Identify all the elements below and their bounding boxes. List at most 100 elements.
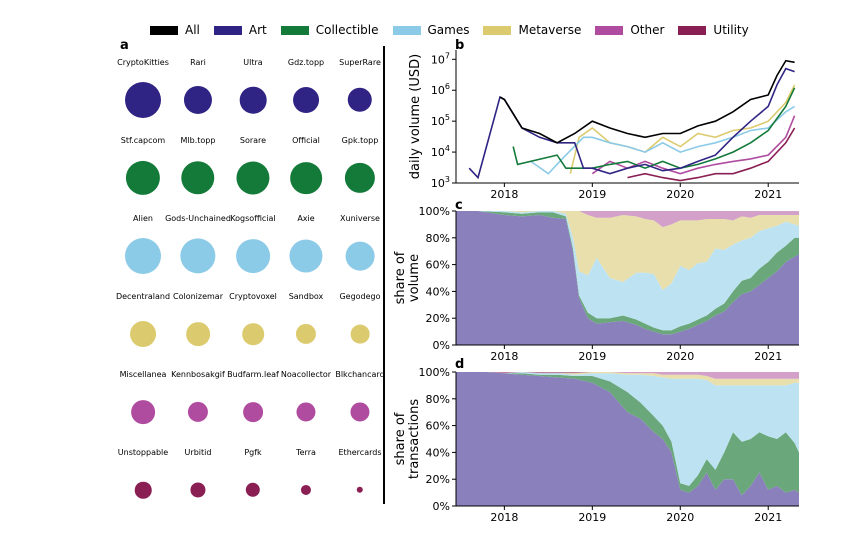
- legend-label: Other: [630, 23, 665, 37]
- bubble-collectible: [181, 161, 215, 195]
- area-art: [456, 372, 799, 506]
- bubble-label: Gegodego: [339, 292, 381, 301]
- bubble-games: [180, 238, 216, 274]
- bubble-label: Unstoppable: [117, 448, 169, 457]
- b-series-games: [530, 105, 796, 175]
- bubble-art: [239, 86, 267, 114]
- legend-item-all: All: [150, 23, 200, 37]
- x-tick-label: 2018: [490, 511, 518, 524]
- b-y-axis-label: daily volume (USD): [408, 54, 423, 179]
- y-tick-label: 20%: [426, 312, 450, 325]
- bubble-label: Official: [292, 136, 320, 145]
- y-tick-label: 100%: [419, 366, 450, 379]
- bubble-label: Axie: [297, 214, 315, 223]
- bubble-other: [296, 402, 316, 422]
- legend-label: Collectible: [315, 23, 379, 37]
- y-tick-label: 103: [431, 175, 450, 190]
- y-tick-label: 40%: [426, 446, 450, 459]
- b-x-tick-label: 2020: [666, 188, 694, 201]
- bubble-art: [183, 85, 213, 115]
- bubble-utility: [190, 482, 206, 498]
- b-series-metaverse: [569, 84, 796, 174]
- bubble-games: [125, 238, 161, 274]
- bubble-label: Cryptovoxel: [229, 292, 277, 301]
- bubble-collectible: [236, 161, 270, 195]
- legend-item-art: Art: [213, 23, 267, 37]
- panel-d-label: d: [455, 357, 465, 372]
- x-tick-label: 2019: [578, 350, 606, 363]
- y-axis-label-line2: volume: [407, 254, 422, 302]
- bubble-label: Ethercards: [338, 448, 382, 457]
- area-other: [456, 372, 799, 379]
- y-tick-label: 20%: [426, 473, 450, 486]
- legend-swatch: [595, 25, 624, 35]
- y-tick-exponent: 3: [445, 175, 450, 184]
- bubble-label: Budfarm.leaf: [227, 370, 279, 379]
- area-games: [456, 211, 799, 331]
- legend: All Art Collectible Games Metaverse Other Util…: [150, 21, 763, 39]
- y-tick-label: 60%: [426, 259, 450, 272]
- bubble-other: [243, 402, 263, 422]
- bubble-games: [289, 239, 323, 273]
- bubble-other: [350, 402, 370, 422]
- y-axis-label-line1: share of: [393, 412, 408, 465]
- y-tick-label: 80%: [426, 232, 450, 245]
- bubble-label: Urbitid: [184, 448, 212, 457]
- panel-a-label: a: [120, 38, 129, 53]
- bubble-label: Gpk.topp: [341, 136, 379, 145]
- legend-swatch: [280, 25, 309, 35]
- legend-label: Art: [248, 23, 267, 37]
- y-axis-label-line2: transactions: [407, 399, 422, 479]
- x-tick-label: 2021: [754, 350, 782, 363]
- bubble-label: Gods-Unchained: [165, 214, 231, 223]
- panel-divider: [383, 46, 385, 504]
- bubble-label: Gdz.topp: [287, 58, 325, 67]
- legend-swatch: [213, 25, 242, 35]
- y-tick-label: 104: [431, 144, 450, 159]
- area-metaverse: [456, 372, 799, 386]
- b-series-utility: [627, 127, 796, 182]
- bubble-label: Stf.capcom: [120, 136, 166, 145]
- area-collectible: [456, 372, 799, 496]
- y-tick-label: 40%: [426, 285, 450, 298]
- bubble-label: Sandbox: [288, 292, 324, 301]
- x-tick-label: 2021: [754, 511, 782, 524]
- bubble-metaverse: [242, 323, 264, 345]
- bubble-art: [347, 87, 373, 113]
- y-tick-label: 0%: [433, 500, 450, 513]
- area-art: [456, 211, 799, 345]
- legend-swatch: [392, 25, 421, 35]
- bubble-label: Terra: [296, 448, 316, 457]
- bubble-label: SuperRare: [339, 58, 381, 67]
- legend-label: Utility: [713, 23, 749, 37]
- bubble-other: [187, 401, 209, 423]
- bubble-label: Kennbosakgif: [171, 370, 225, 379]
- y-axis-label: share ofvolume: [393, 251, 422, 304]
- y-tick-label: 100%: [419, 205, 450, 218]
- y-tick-label: 0%: [433, 339, 450, 352]
- panel-b-label: b: [455, 38, 465, 53]
- bubble-collectible: [125, 160, 161, 196]
- b-series-art: [468, 67, 795, 180]
- y-axis-label-line1: share of: [393, 251, 408, 304]
- x-tick-label: 2019: [578, 511, 606, 524]
- legend-item-collectible: Collectible: [280, 23, 379, 37]
- y-tick-base: 10: [431, 115, 445, 128]
- y-tick-base: 10: [431, 53, 445, 66]
- b-series-all: [499, 59, 795, 144]
- legend-label: All: [185, 23, 200, 37]
- x-tick-label: 2020: [666, 511, 694, 524]
- bubble-metaverse: [130, 321, 156, 347]
- bubble-label: Alien: [133, 214, 153, 223]
- bubble-label: Pgfk: [244, 448, 262, 457]
- bubble-label: Blkchancard: [335, 370, 385, 379]
- bubble-label: Ultra: [243, 58, 263, 67]
- bubble-utility: [300, 484, 312, 496]
- legend-swatch: [150, 25, 178, 35]
- bubble-label: Xuniverse: [340, 214, 380, 223]
- b-x-tick-label: 2021: [754, 188, 782, 201]
- bubble-art: [293, 87, 319, 113]
- legend-label: Games: [427, 23, 470, 37]
- x-tick-label: 2020: [666, 350, 694, 363]
